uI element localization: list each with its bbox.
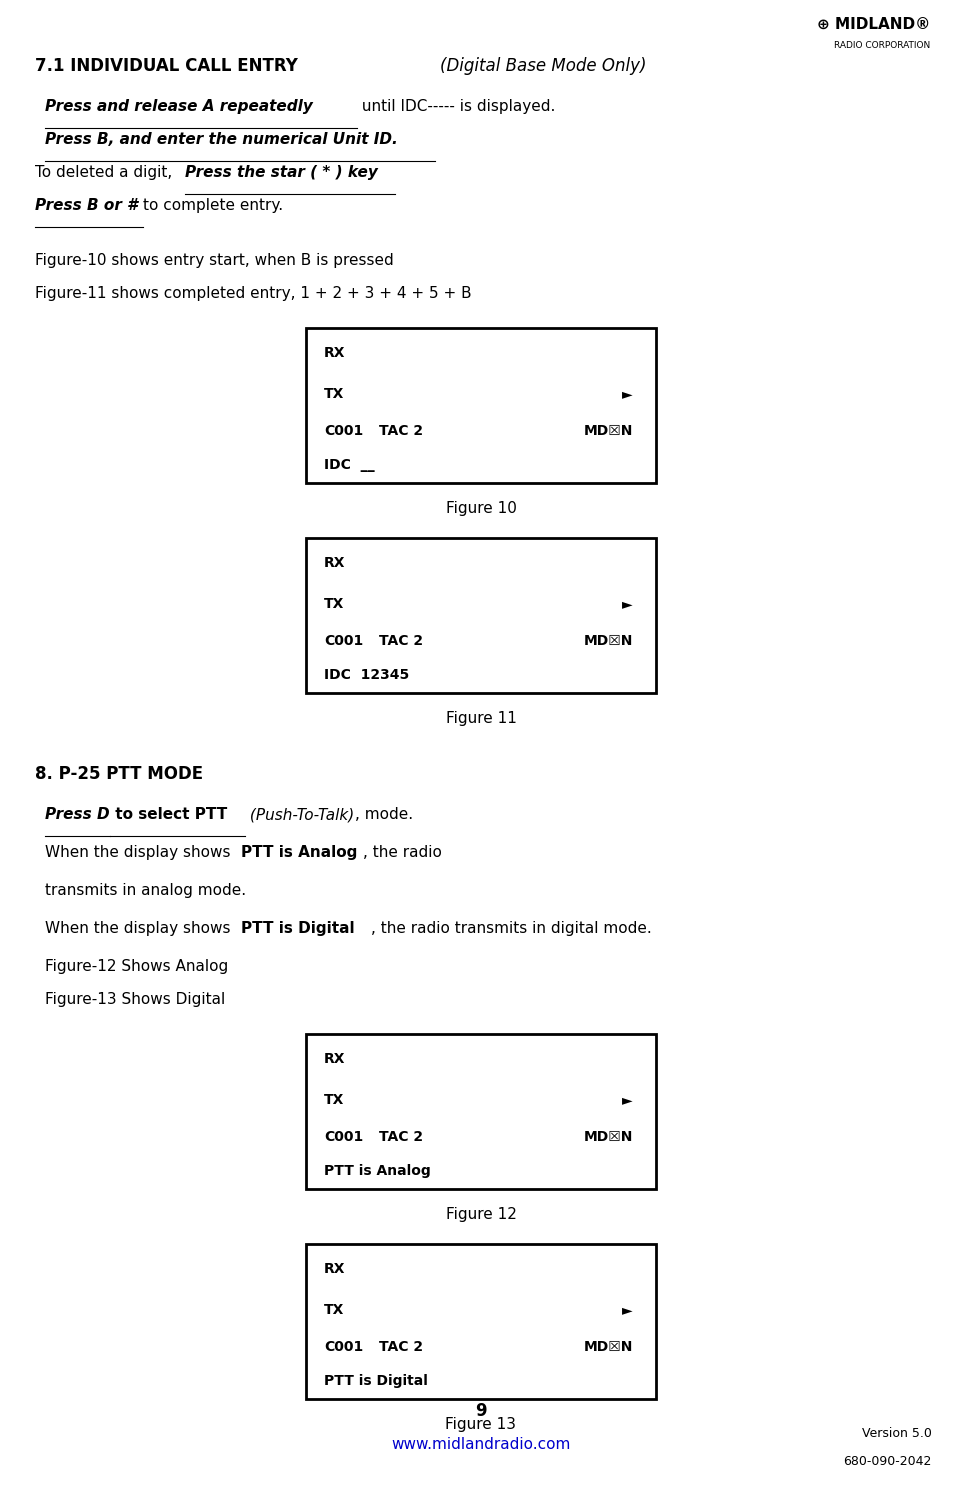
Text: TAC 2: TAC 2 bbox=[379, 1129, 423, 1144]
Text: Figure-13 Shows Digital: Figure-13 Shows Digital bbox=[45, 992, 225, 1007]
Text: Figure 12: Figure 12 bbox=[445, 1207, 516, 1222]
Text: 9: 9 bbox=[475, 1402, 486, 1420]
Text: to select PTT: to select PTT bbox=[110, 807, 227, 822]
Text: To deleted a digit,: To deleted a digit, bbox=[35, 166, 177, 181]
Text: ►: ► bbox=[622, 1303, 632, 1317]
Text: When the display shows: When the display shows bbox=[45, 844, 235, 859]
Text: RX: RX bbox=[324, 1052, 345, 1065]
Text: C001: C001 bbox=[324, 634, 363, 648]
Text: TX: TX bbox=[324, 597, 344, 610]
Text: PTT is Digital: PTT is Digital bbox=[324, 1374, 428, 1388]
Text: RX: RX bbox=[324, 346, 345, 360]
FancyBboxPatch shape bbox=[306, 328, 655, 483]
Text: TX: TX bbox=[324, 386, 344, 401]
Text: C001: C001 bbox=[324, 1340, 363, 1355]
Text: Press and release A repeatedly: Press and release A repeatedly bbox=[45, 98, 312, 113]
Text: Figure 13: Figure 13 bbox=[445, 1417, 516, 1432]
Text: IDC  __: IDC __ bbox=[324, 458, 374, 471]
Text: Press D: Press D bbox=[45, 807, 110, 822]
Text: RX: RX bbox=[324, 1262, 345, 1276]
Text: TX: TX bbox=[324, 1094, 344, 1107]
Text: Press the star ( * ) key: Press the star ( * ) key bbox=[185, 166, 378, 181]
Text: until IDC----- is displayed.: until IDC----- is displayed. bbox=[357, 98, 554, 113]
Text: TAC 2: TAC 2 bbox=[379, 1340, 423, 1355]
Text: transmits in analog mode.: transmits in analog mode. bbox=[45, 883, 246, 898]
Text: Figure 10: Figure 10 bbox=[445, 501, 516, 516]
Text: PTT is Analog: PTT is Analog bbox=[241, 844, 357, 859]
FancyBboxPatch shape bbox=[306, 1244, 655, 1399]
Text: , the radio: , the radio bbox=[362, 844, 441, 859]
Text: to complete entry.: to complete entry. bbox=[143, 198, 283, 213]
Text: When the display shows: When the display shows bbox=[45, 921, 235, 935]
Text: ►: ► bbox=[622, 386, 632, 401]
Text: (Digital Base Mode Only): (Digital Base Mode Only) bbox=[439, 57, 646, 75]
Text: 680-090-2042: 680-090-2042 bbox=[843, 1455, 931, 1468]
Text: PTT is Digital: PTT is Digital bbox=[241, 921, 355, 935]
Text: ►: ► bbox=[622, 597, 632, 610]
Text: 8. P-25 PTT MODE: 8. P-25 PTT MODE bbox=[35, 765, 203, 783]
Text: Version 5.0: Version 5.0 bbox=[861, 1426, 931, 1440]
Text: Figure-10 shows entry start, when B is pressed: Figure-10 shows entry start, when B is p… bbox=[35, 254, 393, 269]
Text: ⊕ MIDLAND®: ⊕ MIDLAND® bbox=[816, 16, 929, 31]
Text: MD☒N: MD☒N bbox=[583, 1340, 632, 1355]
FancyBboxPatch shape bbox=[306, 1034, 655, 1189]
Text: MD☒N: MD☒N bbox=[583, 424, 632, 439]
Text: TAC 2: TAC 2 bbox=[379, 424, 423, 439]
Text: ►: ► bbox=[622, 1094, 632, 1107]
Text: Press B or #: Press B or # bbox=[35, 198, 143, 213]
Text: C001: C001 bbox=[324, 1129, 363, 1144]
FancyBboxPatch shape bbox=[306, 539, 655, 692]
Text: RADIO CORPORATION: RADIO CORPORATION bbox=[833, 40, 929, 51]
Text: Figure-11 shows completed entry, 1 + 2 + 3 + 4 + 5 + B: Figure-11 shows completed entry, 1 + 2 +… bbox=[35, 286, 471, 301]
Text: 7.1 INDIVIDUAL CALL ENTRY: 7.1 INDIVIDUAL CALL ENTRY bbox=[35, 57, 304, 75]
Text: Figure 11: Figure 11 bbox=[445, 712, 516, 727]
Text: TAC 2: TAC 2 bbox=[379, 634, 423, 648]
Text: PTT is Analog: PTT is Analog bbox=[324, 1164, 431, 1179]
Text: C001: C001 bbox=[324, 424, 363, 439]
Text: IDC  12345: IDC 12345 bbox=[324, 668, 408, 682]
Text: MD☒N: MD☒N bbox=[583, 1129, 632, 1144]
Text: , the radio transmits in digital mode.: , the radio transmits in digital mode. bbox=[371, 921, 651, 935]
Text: Figure-12 Shows Analog: Figure-12 Shows Analog bbox=[45, 959, 228, 974]
Text: MD☒N: MD☒N bbox=[583, 634, 632, 648]
Text: Press B, and enter the numerical Unit ID.: Press B, and enter the numerical Unit ID… bbox=[45, 131, 397, 148]
Text: www.midlandradio.com: www.midlandradio.com bbox=[391, 1437, 570, 1452]
Text: (Push-To-Talk): (Push-To-Talk) bbox=[245, 807, 354, 822]
Text: TX: TX bbox=[324, 1303, 344, 1317]
Text: RX: RX bbox=[324, 557, 345, 570]
Text: , mode.: , mode. bbox=[355, 807, 412, 822]
